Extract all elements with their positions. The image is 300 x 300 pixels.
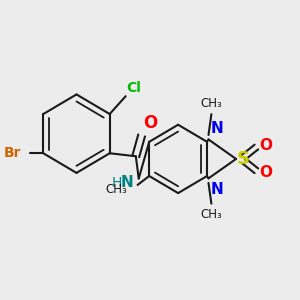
Text: O: O bbox=[259, 165, 272, 180]
Text: N: N bbox=[211, 182, 224, 197]
Text: O: O bbox=[143, 115, 157, 133]
Text: CH₃: CH₃ bbox=[200, 208, 222, 221]
Text: CH₃: CH₃ bbox=[106, 183, 128, 196]
Text: CH₃: CH₃ bbox=[200, 97, 222, 110]
Text: Br: Br bbox=[4, 146, 22, 160]
Text: H: H bbox=[112, 176, 122, 190]
Text: S: S bbox=[237, 150, 250, 168]
Text: Cl: Cl bbox=[127, 81, 141, 95]
Text: N: N bbox=[211, 121, 224, 136]
Text: N: N bbox=[121, 176, 134, 190]
Text: O: O bbox=[259, 138, 272, 153]
